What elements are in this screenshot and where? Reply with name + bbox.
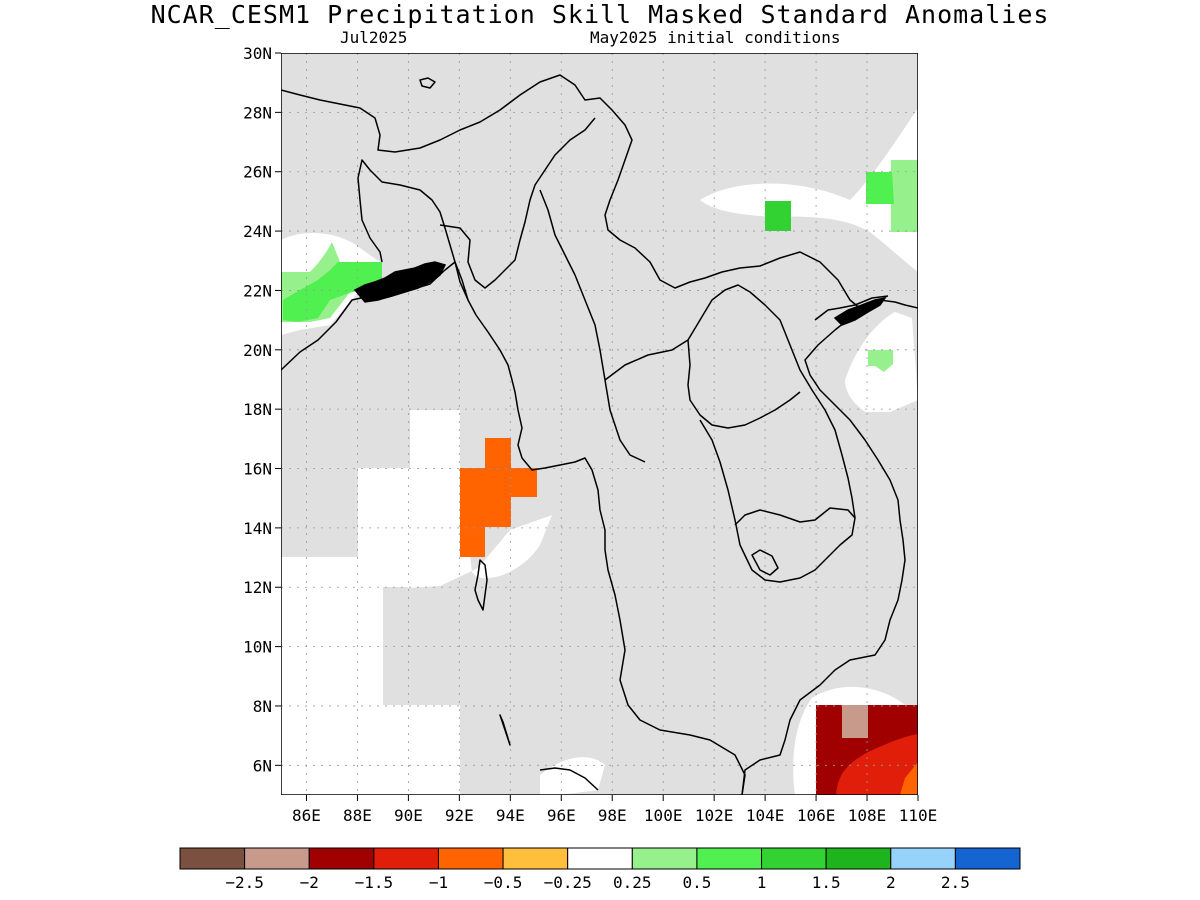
lat-tick-label: 18N [243, 400, 272, 419]
lat-tick-label: 24N [243, 222, 272, 241]
colorbar-swatch [308, 847, 375, 870]
lat-tick-label: 22N [243, 281, 272, 300]
lon-tick-label: 108E [848, 806, 887, 825]
latitude-axis: 30N 28N 26N 24N 22N 20N 18N 16N 14N 12N 10N 8N 6N [243, 44, 281, 775]
colorbar-label: −0.25 [544, 873, 592, 892]
colorbar-label: −0.5 [484, 873, 523, 892]
colorbar-swatch [502, 847, 569, 870]
colorbar: −2.5 −2 −1.5 −1 −0.5 −0.25 0.25 0.5 1 1.5 2 2.5 [179, 847, 1021, 892]
colorbar-swatch [954, 847, 1021, 870]
lon-tick-label: 96E [547, 806, 576, 825]
lon-tick-label: 102E [695, 806, 734, 825]
longitude-axis: 86E 88E 90E 92E 94E 96E 98E 100E 102E 104E 106E 108… [292, 795, 937, 825]
colorbar-label: 0.25 [613, 873, 652, 892]
lat-tick-label: 14N [243, 519, 272, 538]
colorbar-swatch [179, 847, 246, 870]
colorbar-swatch [631, 847, 698, 870]
colorbar-swatch [761, 847, 827, 870]
colorbar-label: 2 [886, 873, 896, 892]
colorbar-swatch [437, 847, 504, 870]
lat-tick-label: 8N [253, 697, 272, 716]
colorbar-swatch [567, 847, 633, 870]
lat-tick-label: 26N [243, 163, 272, 182]
colorbar-label: 1 [757, 873, 767, 892]
delta-coast-detail [353, 261, 887, 326]
init-conditions-label: May2025 initial conditions [590, 28, 841, 47]
lat-tick-label: 6N [253, 756, 272, 775]
colorbar-label: 1.5 [812, 873, 841, 892]
lon-tick-label: 100E [644, 806, 683, 825]
chart-title: NCAR_CESM1 Precipitation Skill Masked St… [150, 0, 1050, 29]
lat-tick-label: 16N [243, 460, 272, 479]
colorbar-swatch [696, 847, 763, 870]
masked-region [281, 53, 918, 795]
lon-tick-label: 86E [292, 806, 321, 825]
lon-tick-label: 98E [598, 806, 627, 825]
colorbar-label: 0.5 [682, 873, 711, 892]
lat-tick-label: 12N [243, 578, 272, 597]
colorbar-label: 2.5 [941, 873, 970, 892]
colorbar-label: −2 [300, 873, 319, 892]
valid-month-label: Jul2025 [340, 28, 408, 47]
lon-tick-label: 110E [899, 806, 938, 825]
lat-tick-label: 30N [243, 44, 272, 63]
colorbar-label: −2.5 [225, 873, 264, 892]
lat-tick-label: 28N [243, 103, 272, 122]
lon-tick-label: 106E [797, 806, 836, 825]
lat-tick-label: 20N [243, 341, 272, 360]
colorbar-swatch [373, 847, 439, 870]
lon-tick-label: 94E [496, 806, 525, 825]
lon-tick-label: 90E [394, 806, 423, 825]
colorbar-label: −1.5 [355, 873, 394, 892]
map-field [281, 53, 918, 795]
colorbar-swatch [244, 847, 310, 870]
lon-tick-label: 88E [343, 806, 372, 825]
colorbar-swatch [890, 847, 956, 870]
lat-tick-label: 10N [243, 638, 272, 657]
coastlines-and-borders [281, 74, 918, 795]
lon-tick-label: 92E [445, 806, 474, 825]
colorbar-swatch [825, 847, 892, 870]
lon-tick-label: 104E [746, 806, 785, 825]
colorbar-label: −1 [429, 873, 448, 892]
dry-anomaly-patches [460, 438, 918, 795]
